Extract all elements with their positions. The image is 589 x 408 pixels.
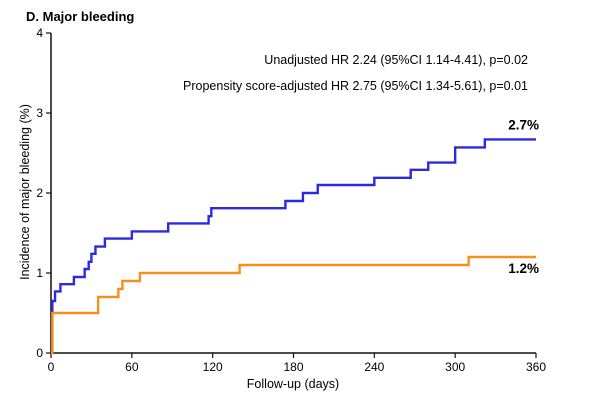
series-end-label-1: 1.2% — [508, 261, 539, 276]
series-line-1 — [51, 255, 536, 355]
x-axis-label: Follow-up (days) — [247, 377, 339, 391]
series-group: 2.7% 1.2% — [51, 117, 539, 355]
y-tick-label: 0 — [36, 346, 43, 360]
x-tick-label: 120 — [203, 360, 223, 374]
x-tick-label: 300 — [445, 360, 465, 374]
x-tick-label: 60 — [125, 360, 139, 374]
y-tick-label: 2 — [36, 186, 43, 200]
x-tick-label: 180 — [283, 360, 303, 374]
axes: 0 60 120 180 240 300 360 0 1 2 3 4 — [36, 26, 546, 374]
x-tick-label: 0 — [48, 360, 55, 374]
series-end-label-0: 2.7% — [508, 117, 539, 132]
y-tick-label: 4 — [36, 26, 43, 40]
x-tick-label: 240 — [364, 360, 384, 374]
y-tick-label: 1 — [36, 266, 43, 280]
x-tick-label: 360 — [526, 360, 546, 374]
chart-title: D. Major bleeding — [26, 9, 134, 24]
hazard-ratio-annotations: Unadjusted HR 2.24 (95%CI 1.14-4.41), p=… — [183, 53, 528, 93]
unadjusted-hr-annotation: Unadjusted HR 2.24 (95%CI 1.14-4.41), p=… — [264, 53, 528, 67]
adjusted-hr-annotation: Propensity score-adjusted HR 2.75 (95%CI… — [183, 79, 528, 93]
y-tick-label: 3 — [36, 106, 43, 120]
y-axis-label: Incidence of major bleeding (%) — [18, 104, 32, 280]
series-line-0 — [51, 138, 536, 355]
